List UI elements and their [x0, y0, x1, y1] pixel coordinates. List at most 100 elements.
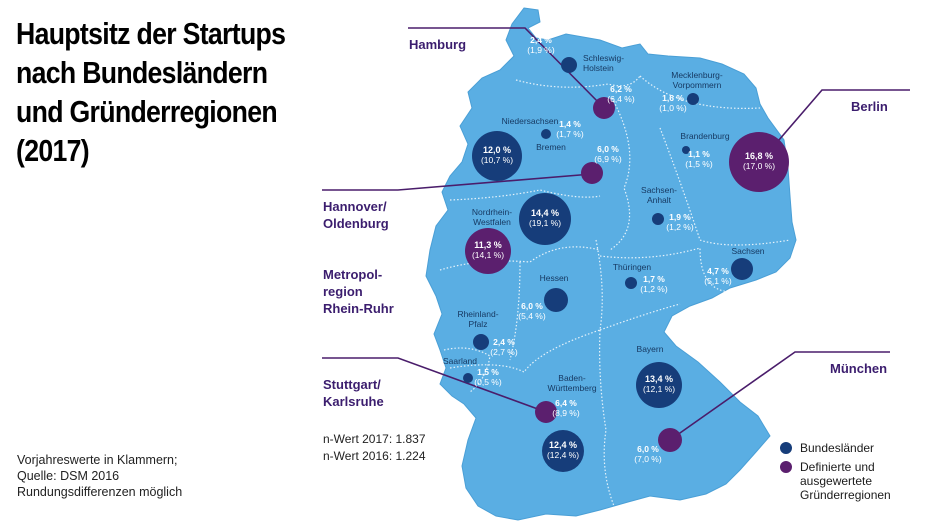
region-value-2016-metropolregion-rhein-ruhr: (14,1 %): [472, 250, 504, 260]
state-value-2017-brandenburg: 1,1 %: [688, 149, 710, 159]
state-marker-nordrhein-westfalen: [519, 193, 571, 245]
state-name-rheinland-pfalz-line-2: Pfalz: [469, 319, 488, 329]
border-sl: [443, 347, 491, 393]
region-marker-stuttgart-karlsruhe: [535, 401, 557, 423]
legend-label-regions-line-3: Gründerregionen: [800, 488, 891, 502]
state-marker-brandenburg: [682, 146, 690, 154]
legend-dot-regions: [780, 461, 792, 473]
legend-item-regions: Definierte und ausgewertete Gründerregio…: [780, 460, 891, 502]
state-value-2016-mecklenburg-vorpommern: (1,0 %): [659, 103, 687, 113]
state-name-mecklenburg-vorpommern-line-2: Vorpommern: [673, 80, 722, 90]
sample-size-2017: n-Wert 2017: 1.837: [323, 432, 426, 446]
state-value-2017-bayern: 13,4 %: [645, 374, 673, 384]
state-name-saarland: Saarland: [443, 356, 477, 366]
footnote-line-2: Quelle: DSM 2016: [17, 469, 120, 483]
region-value-2017-hamburg: 6,2 %: [610, 84, 632, 94]
region-label-rhein-ruhr-line-2: region: [323, 284, 363, 299]
footnote: Vorjahreswerte in Klammern; Quelle: DSM …: [17, 452, 182, 500]
state-value-2017-niedersachsen: 1,4 %: [559, 119, 581, 129]
state-value-2017-sachsen: 4,7 %: [707, 266, 729, 276]
legend: Bundesländer Definierte und ausgewertete…: [780, 441, 891, 502]
region-value-2017-stuttgart-karlsruhe: 6,4 %: [555, 398, 577, 408]
sample-size-block: n-Wert 2017: 1.837 n-Wert 2016: 1.224: [323, 431, 426, 465]
region-label-hamburg-line-1: Hamburg: [409, 37, 467, 52]
legend-dot-states: [780, 442, 792, 454]
state-value-2016-brandenburg: (1,5 %): [685, 159, 713, 169]
region-label-rhein-ruhr-line-3: Rhein-Ruhr: [323, 301, 394, 316]
state-name-hessen: Hessen: [540, 273, 569, 283]
footnote-line-3: Rundungsdifferenzen möglich: [17, 485, 183, 499]
state-name-thueringen: Thüringen: [613, 262, 652, 272]
state-name-rheinland-pfalz: Rheinland-: [457, 309, 498, 319]
region-label-hannover-oldenburg: Hannover/ Oldenburg: [323, 198, 389, 232]
region-label-berlin-line-1: Berlin: [851, 99, 888, 114]
region-value-2016-muenchen: (7,0 %): [634, 454, 662, 464]
region-label-stuttgart-line-2: Karlsruhe: [323, 394, 384, 409]
region-marker-muenchen: [658, 428, 682, 452]
state-marker-rheinland-pfalz: [473, 334, 489, 350]
state-marker-sachsen-anhalt: [652, 213, 664, 225]
region-value-2017-metropolregion-rhein-ruhr: 11,3 %: [474, 240, 502, 250]
region-marker-hamburg: [593, 97, 615, 119]
state-value-2016-sachsen-anhalt: (1,2 %): [666, 222, 694, 232]
state-value-2016-nordrhein-westfalen: (19,1 %): [529, 218, 561, 228]
circle-markers: [463, 57, 789, 472]
state-name-niedersachsen: Niedersachsen: [502, 116, 559, 126]
state-name-nordrhein-westfalen-line-2: Westfalen: [473, 217, 511, 227]
region-label-stuttgart-line-1: Stuttgart/: [323, 377, 381, 392]
border-ni-nrw: [449, 189, 601, 201]
state-value-2017-mecklenburg-vorpommern: 1,6 %: [662, 93, 684, 103]
state-name-sachsen-anhalt-line-2: Anhalt: [647, 195, 672, 205]
state-marker-hessen: [544, 288, 568, 312]
state-marker-baden-wuerttemberg: [542, 430, 584, 472]
state-value-2017-rheinland-pfalz: 2,4 %: [493, 337, 515, 347]
callout-line-stuttgart: [322, 357, 547, 413]
state-value-2016-hessen: (5,4 %): [518, 311, 546, 321]
region-marker-hannover-oldenburg: [581, 162, 603, 184]
footnote-line-1: Vorjahreswerte in Klammern;: [17, 453, 178, 467]
region-label-stuttgart-karlsruhe: Stuttgart/ Karlsruhe: [323, 376, 384, 410]
region-value-2017-hannover-oldenburg: 6,0 %: [597, 144, 619, 154]
state-name-mecklenburg-vorpommern: Mecklenburg-: [671, 70, 723, 80]
region-value-2016-hannover-oldenburg: (6,9 %): [594, 154, 622, 164]
legend-item-states: Bundesländer: [780, 441, 891, 455]
state-name-sachsen: Sachsen: [731, 246, 764, 256]
region-label-muenchen-line-1: München: [830, 361, 888, 376]
state-marker-mecklenburg-vorpommern: [687, 93, 699, 105]
state-marker-bayern: [636, 362, 682, 408]
legend-label-regions-line-2: ausgewertete: [800, 474, 873, 488]
state-value-2016-sachsen: (5,1 %): [704, 276, 732, 286]
callout-line-berlin: [759, 89, 910, 163]
state-name-bayern: Bayern: [637, 344, 664, 354]
state-marker-niedersachsen: [541, 129, 551, 139]
state-name-schleswig-holstein: Schleswig-: [583, 53, 624, 63]
state-value-2017-saarland: 1,5 %: [477, 367, 499, 377]
border-by-north: [599, 303, 681, 331]
state-value-2017-thueringen: 1,7 %: [643, 274, 665, 284]
state-value-2017-nordrhein-westfalen: 14,4 %: [531, 208, 559, 218]
border-rp-he: [509, 261, 521, 361]
state-name-bremen: Bremen: [536, 142, 566, 152]
title-line-1: Hauptsitz der Startups: [16, 16, 286, 51]
region-marker-metropolregion-rhein-ruhr: [465, 228, 511, 274]
border-rp-bw: [449, 329, 601, 373]
region-label-rhein-ruhr: Metropol- region Rhein-Ruhr: [323, 266, 394, 317]
state-name-schleswig-holstein-line-2: Holstein: [583, 63, 614, 73]
title-line-2: nach Bundesländern: [16, 55, 268, 90]
state-value-2016-thueringen: (1,2 %): [640, 284, 668, 294]
callout-line-hamburg: [408, 27, 605, 109]
region-label-rhein-ruhr-line-1: Metropol-: [323, 267, 383, 282]
state-marker-sachsen: [731, 258, 753, 280]
state-marker-thueringen: [625, 277, 637, 289]
state-value-2016-bremen: (10,7 %): [481, 155, 513, 165]
sample-size-2016: n-Wert 2016: 1.224: [323, 449, 426, 463]
region-value-2016-hamburg: (6,4 %): [607, 94, 635, 104]
region-label-muenchen: München: [830, 360, 887, 377]
region-value-2017-berlin: 16,8 %: [745, 151, 773, 161]
state-value-2017-schleswig-holstein: 2,4 %: [530, 35, 552, 45]
state-value-2017-bremen: 12,0 %: [483, 145, 511, 155]
region-label-hannover-line-2: Oldenburg: [323, 216, 389, 231]
state-marker-schleswig-holstein: [561, 57, 577, 73]
